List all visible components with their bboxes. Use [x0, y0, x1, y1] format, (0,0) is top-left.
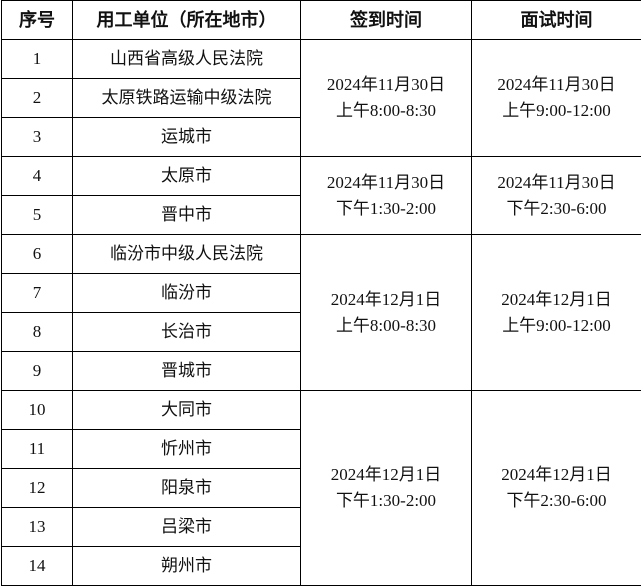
table-row: 14 朔州市	[1, 546, 641, 586]
checkin-date: 2024年11月30日	[326, 172, 446, 192]
row-unit: 阳泉市	[72, 468, 301, 508]
row-number: 2	[1, 78, 73, 118]
row-unit: 晋中市	[72, 195, 301, 235]
row-number: 13	[1, 507, 73, 547]
checkin-time-cell: 2024年12月1日 上午8:00-8:30	[300, 234, 472, 391]
header-unit: 用工单位（所在地市）	[72, 0, 301, 40]
row-number: 8	[1, 312, 73, 352]
interview-date: 2024年12月1日	[501, 465, 612, 484]
row-number: 14	[1, 546, 73, 586]
row-number: 9	[1, 351, 73, 391]
row-unit: 太原铁路运输中级法院	[72, 78, 301, 118]
checkin-time: 上午8:00-8:30	[335, 101, 437, 120]
interview-time-cell: 2024年12月1日 下午2:30-6:00	[471, 390, 641, 586]
checkin-time-cell: 2024年11月30日 下午1:30-2:00	[300, 156, 472, 235]
table-row: 11 忻州市	[1, 429, 641, 469]
checkin-time-cell: 2024年11月30日 上午8:00-8:30	[300, 39, 472, 157]
row-number: 3	[1, 117, 73, 157]
interview-time: 上午9:00-12:00	[502, 101, 611, 120]
interview-time: 下午2:30-6:00	[506, 491, 607, 510]
row-unit: 长治市	[72, 312, 301, 352]
table-row: 4 太原市 2024年11月30日 下午1:30-2:00 2024年11月30日 下午2…	[1, 156, 641, 235]
checkin-date: 2024年12月1日	[330, 289, 442, 309]
table-row: 3 运城市	[1, 117, 641, 157]
row-number: 1	[1, 39, 73, 79]
header-row: 序号 用工单位（所在地市） 签到时间 面试时间	[1, 0, 641, 40]
row-unit: 临汾市	[72, 273, 301, 313]
table-row: 12 阳泉市	[1, 468, 641, 508]
checkin-date: 2024年11月30日	[326, 75, 446, 94]
row-unit: 运城市	[72, 117, 301, 157]
table-row: 7 临汾市	[1, 273, 641, 313]
interview-time: 上午9:00-12:00	[502, 315, 611, 335]
row-unit: 太原市	[72, 156, 301, 196]
interview-time-cell: 2024年12月1日 上午9:00-12:00	[471, 234, 641, 391]
row-number: 5	[1, 195, 73, 235]
table-row: 1 山西省高级人民法院 2024年11月30日 上午8:00-8:30 2024年11月…	[1, 39, 641, 157]
interview-date: 2024年11月30日	[497, 172, 616, 192]
checkin-time: 上午8:00-8:30	[335, 315, 437, 335]
row-unit: 临汾市中级人民法院	[72, 234, 301, 274]
row-unit: 吕梁市	[72, 507, 301, 547]
row-unit: 晋城市	[72, 351, 301, 391]
table-row: 5 晋中市	[1, 195, 641, 235]
checkin-time: 下午1:30-2:00	[335, 198, 437, 218]
header-no: 序号	[1, 0, 73, 40]
table-row: 6 临汾市中级人民法院 2024年12月1日 上午8:00-8:30 2024年12月1…	[1, 234, 641, 391]
row-number: 12	[1, 468, 73, 508]
interview-time: 下午2:30-6:00	[506, 198, 607, 218]
interview-time-cell: 2024年11月30日 上午9:00-12:00	[471, 39, 641, 157]
row-number: 6	[1, 234, 73, 274]
table-row: 8 长治市	[1, 312, 641, 352]
checkin-time-cell: 2024年12月1日 下午1:30-2:00	[300, 390, 472, 586]
row-number: 4	[1, 156, 73, 196]
checkin-time: 下午1:30-2:00	[335, 491, 437, 510]
table-row: 9 晋城市	[1, 351, 641, 391]
table-row: 10 大同市 2024年12月1日 下午1:30-2:00 2024年12月1日 下午2:…	[1, 390, 641, 586]
row-number: 10	[1, 390, 73, 430]
row-number: 11	[1, 429, 73, 469]
row-unit: 朔州市	[72, 546, 301, 586]
header-interview: 面试时间	[471, 0, 641, 40]
row-number: 7	[1, 273, 73, 313]
row-unit: 山西省高级人民法院	[72, 39, 301, 79]
interview-date: 2024年11月30日	[497, 75, 616, 94]
row-unit: 大同市	[72, 390, 301, 430]
interview-time-cell: 2024年11月30日 下午2:30-6:00	[471, 156, 641, 235]
row-unit: 忻州市	[72, 429, 301, 469]
checkin-date: 2024年12月1日	[330, 465, 442, 484]
interview-date: 2024年12月1日	[501, 289, 612, 309]
header-checkin: 签到时间	[300, 0, 472, 40]
